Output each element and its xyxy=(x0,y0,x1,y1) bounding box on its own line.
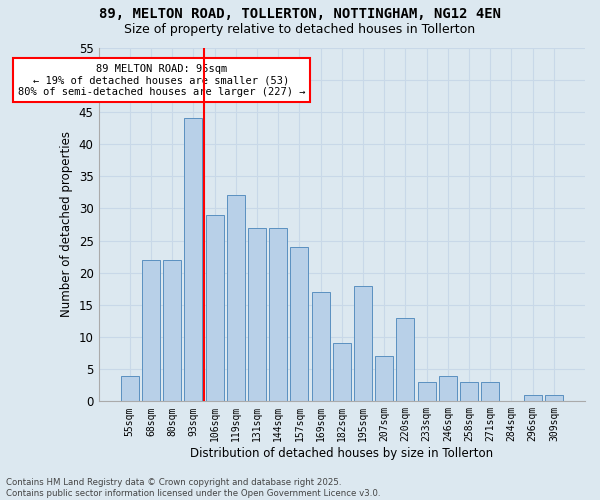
Text: Size of property relative to detached houses in Tollerton: Size of property relative to detached ho… xyxy=(124,22,476,36)
Bar xyxy=(439,376,457,402)
Bar xyxy=(354,286,372,402)
Bar xyxy=(269,228,287,402)
Bar xyxy=(184,118,202,402)
Bar xyxy=(206,215,224,402)
Bar xyxy=(545,395,563,402)
Bar xyxy=(311,292,329,402)
Bar xyxy=(142,260,160,402)
Bar xyxy=(227,196,245,402)
Bar xyxy=(460,382,478,402)
X-axis label: Distribution of detached houses by size in Tollerton: Distribution of detached houses by size … xyxy=(190,447,493,460)
Text: 89 MELTON ROAD: 95sqm
← 19% of detached houses are smaller (53)
80% of semi-deta: 89 MELTON ROAD: 95sqm ← 19% of detached … xyxy=(18,64,305,97)
Text: 89, MELTON ROAD, TOLLERTON, NOTTINGHAM, NG12 4EN: 89, MELTON ROAD, TOLLERTON, NOTTINGHAM, … xyxy=(99,8,501,22)
Bar xyxy=(163,260,181,402)
Bar xyxy=(333,344,351,402)
Y-axis label: Number of detached properties: Number of detached properties xyxy=(60,132,73,318)
Bar xyxy=(375,356,393,402)
Bar xyxy=(248,228,266,402)
Bar xyxy=(397,318,415,402)
Bar xyxy=(481,382,499,402)
Bar xyxy=(121,376,139,402)
Bar xyxy=(418,382,436,402)
Text: Contains HM Land Registry data © Crown copyright and database right 2025.
Contai: Contains HM Land Registry data © Crown c… xyxy=(6,478,380,498)
Bar xyxy=(290,247,308,402)
Bar xyxy=(524,395,542,402)
